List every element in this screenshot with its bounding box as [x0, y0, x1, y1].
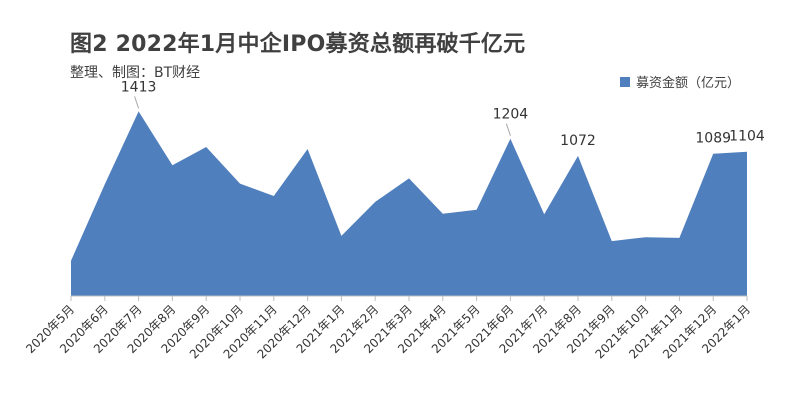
- data-label: 1104: [729, 129, 765, 145]
- legend-label: 募资金额（亿元）: [636, 76, 741, 91]
- data-label: 1089: [695, 131, 731, 147]
- chart-subtitle: 整理、制图：BT财经: [70, 65, 201, 81]
- legend-swatch: [620, 76, 630, 87]
- data-label: 1413: [121, 79, 157, 95]
- legend: 募资金额（亿元）: [620, 72, 740, 91]
- data-label: 1072: [560, 133, 596, 149]
- chart-title: 图2 2022年1月中企IPO募资总额再破千亿元: [70, 32, 526, 57]
- data-label: 1204: [493, 107, 529, 123]
- area-series: [71, 111, 747, 297]
- data-label-leader: [134, 96, 140, 109]
- data-label-leader: [505, 123, 511, 136]
